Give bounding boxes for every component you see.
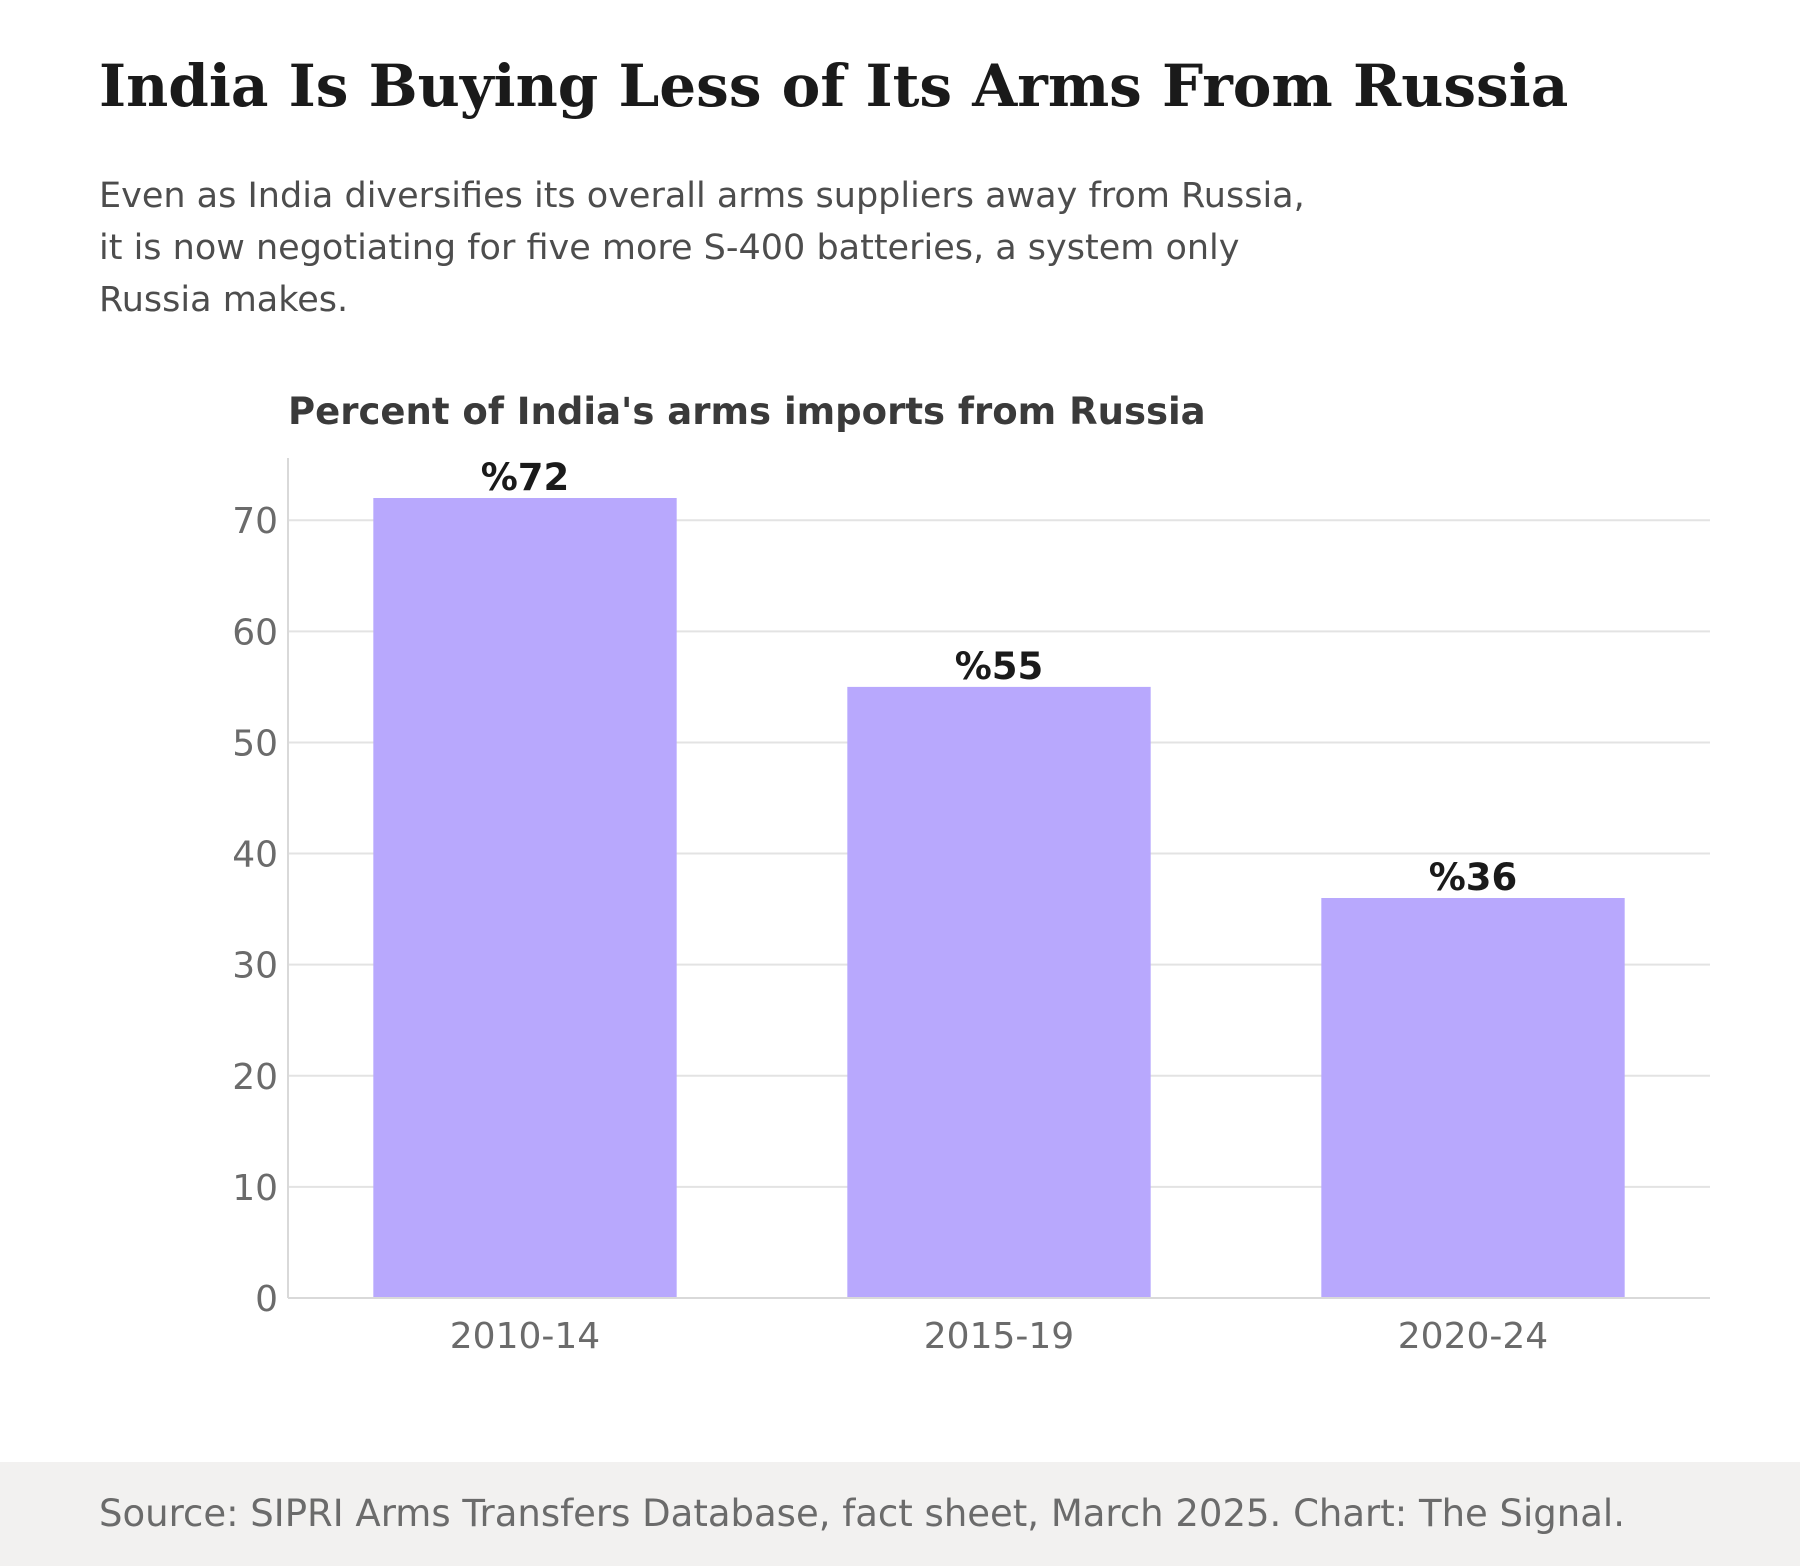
labels: 0 10 20 30 40 50 60 70 %72 2010-14 %55 2015-19 %36 20… bbox=[232, 456, 1548, 1357]
axes bbox=[287, 458, 1710, 1299]
y-tick-label: 0 bbox=[255, 1279, 278, 1320]
page-title: India Is Buying Less of Its Arms From Ru… bbox=[99, 52, 1569, 120]
subtitle-line: it is now negotiating for five more S-40… bbox=[99, 228, 1240, 268]
bar bbox=[847, 686, 1151, 1298]
bar bbox=[1321, 898, 1625, 1298]
y-tick-label: 10 bbox=[232, 1168, 278, 1209]
bar bbox=[373, 498, 677, 1298]
subtitle-line: Russia makes. bbox=[99, 280, 349, 320]
y-tick-label: 60 bbox=[232, 612, 278, 653]
x-tick-label: 2015-19 bbox=[924, 1316, 1074, 1357]
subtitle: Even as India diversifies its overall ar… bbox=[99, 170, 1399, 326]
x-tick-label: 2020-24 bbox=[1398, 1316, 1548, 1357]
bar-chart: Percent of India's arms imports from Rus… bbox=[232, 390, 1710, 1357]
y-tick-label: 20 bbox=[232, 1057, 278, 1098]
bars bbox=[373, 498, 1625, 1298]
data-label: %55 bbox=[955, 645, 1044, 688]
subtitle-line: Even as India diversifies its overall ar… bbox=[99, 176, 1305, 216]
source-note: Source: SIPRI Arms Transfers Database, f… bbox=[99, 1492, 1625, 1535]
x-tick-label: 2010-14 bbox=[450, 1316, 600, 1357]
y-tick-label: 30 bbox=[232, 946, 278, 987]
footer: Source: SIPRI Arms Transfers Database, f… bbox=[0, 1462, 1800, 1566]
data-label: %36 bbox=[1429, 856, 1518, 899]
y-tick-label: 50 bbox=[232, 723, 278, 764]
y-tick-label: 70 bbox=[232, 501, 278, 542]
y-tick-label: 40 bbox=[232, 835, 278, 876]
chart-title: Percent of India's arms imports from Rus… bbox=[288, 390, 1206, 433]
data-label: %72 bbox=[481, 456, 570, 499]
